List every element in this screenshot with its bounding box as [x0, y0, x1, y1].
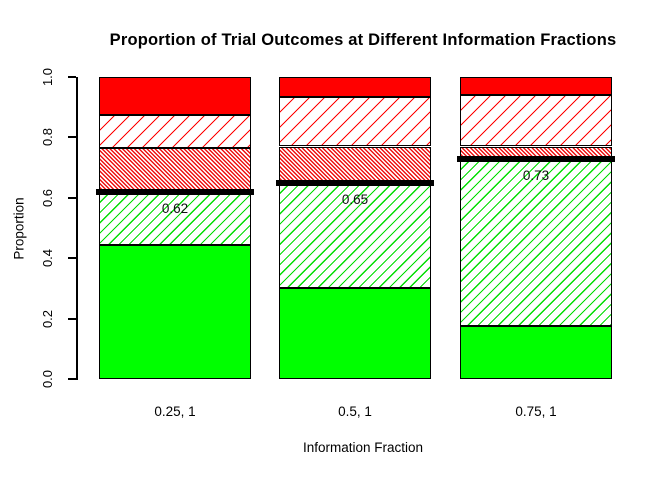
bar-segment-solid-red	[279, 77, 431, 97]
bar-segment-green-hatch	[460, 158, 612, 327]
y-tick-label: 0.2	[40, 309, 55, 328]
bar-segment-solid-green	[99, 244, 251, 379]
threshold-line	[276, 179, 434, 186]
threshold-label: 0.62	[161, 200, 189, 216]
chart-title: Proportion of Trial Outcomes at Differen…	[109, 31, 617, 49]
bar-segment-green-hatch	[99, 191, 251, 245]
bar-segment-red-sparse-hatch	[99, 114, 251, 148]
y-tick	[68, 136, 76, 139]
bar-segment-solid-red	[460, 77, 612, 96]
y-axis-line	[76, 77, 78, 380]
bar-segment-solid-green	[460, 326, 612, 379]
category-label: 0.5, 1	[338, 404, 372, 419]
threshold-label: 0.73	[522, 167, 550, 183]
y-tick-label: 0.6	[40, 188, 55, 207]
y-tick	[68, 257, 76, 260]
threshold-label: 0.65	[341, 191, 369, 207]
y-tick	[68, 196, 76, 199]
y-tick	[68, 317, 76, 320]
x-axis-title: Information Fraction	[302, 440, 424, 455]
y-tick	[68, 76, 76, 78]
bar-segment-red-dense-hatch	[279, 146, 431, 183]
bar-segment-red-sparse-hatch	[460, 95, 612, 147]
category-label: 0.75, 1	[515, 404, 557, 419]
y-tick-label: 1.0	[40, 67, 55, 87]
y-tick	[68, 378, 76, 380]
threshold-line	[457, 155, 615, 162]
threshold-line	[96, 188, 254, 195]
bar-segment-red-dense-hatch	[99, 148, 251, 192]
y-tick-label: 0.0	[40, 369, 55, 389]
bar-segment-green-hatch	[279, 182, 431, 289]
bar-segment-solid-red	[99, 77, 251, 115]
category-label: 0.25, 1	[154, 404, 196, 419]
y-tick-label: 0.8	[40, 128, 55, 147]
bar-segment-red-sparse-hatch	[279, 96, 431, 147]
bar-segment-solid-green	[279, 288, 431, 379]
y-tick-label: 0.4	[40, 249, 55, 268]
